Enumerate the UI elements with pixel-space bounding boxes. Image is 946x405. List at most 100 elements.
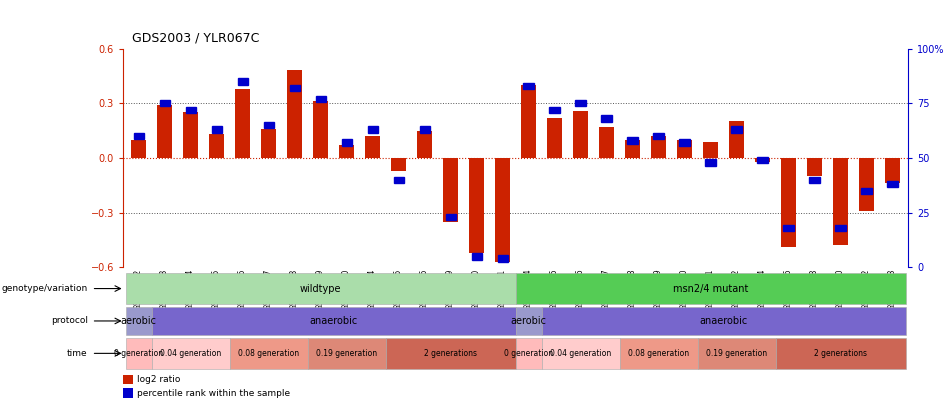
Bar [627, 137, 638, 144]
Bar [728, 122, 745, 158]
Bar [367, 126, 377, 133]
Bar [237, 78, 248, 85]
Bar [620, 338, 697, 369]
Bar [835, 225, 846, 231]
Bar [706, 159, 715, 166]
Text: 0.08 generation: 0.08 generation [628, 349, 689, 358]
Text: GDS2003 / YLR067C: GDS2003 / YLR067C [132, 32, 260, 45]
Bar [495, 158, 511, 262]
Text: 0.04 generation: 0.04 generation [160, 349, 221, 358]
Bar [289, 85, 300, 91]
Bar [151, 338, 230, 369]
Bar [624, 140, 640, 158]
Bar [230, 338, 307, 369]
Bar [185, 107, 196, 113]
Bar [160, 100, 169, 107]
Bar [123, 375, 132, 384]
Bar [313, 101, 328, 158]
Bar [261, 129, 276, 158]
Bar [386, 338, 516, 369]
Bar [157, 105, 172, 158]
Text: 0.08 generation: 0.08 generation [238, 349, 299, 358]
Bar [365, 136, 380, 158]
Bar [342, 139, 352, 146]
Bar [394, 177, 404, 183]
Bar [209, 134, 224, 158]
Bar [419, 126, 429, 133]
Bar [417, 130, 432, 158]
Bar [783, 225, 794, 231]
Text: 0 generation: 0 generation [504, 349, 553, 358]
Text: anaerobic: anaerobic [309, 316, 358, 326]
Text: msn2/4 mutant: msn2/4 mutant [673, 284, 748, 294]
Bar [547, 118, 562, 158]
Bar [575, 100, 586, 107]
Bar [307, 338, 386, 369]
Bar [862, 188, 871, 194]
Bar [679, 139, 690, 146]
Bar [885, 158, 901, 183]
Bar [572, 111, 588, 158]
Text: anaerobic: anaerobic [699, 316, 747, 326]
Bar [287, 70, 303, 158]
Bar [654, 133, 664, 139]
Bar [131, 140, 147, 158]
Bar [887, 181, 898, 188]
Bar [859, 158, 874, 211]
Text: protocol: protocol [51, 316, 88, 326]
Text: wildtype: wildtype [300, 284, 342, 294]
Text: 0.19 generation: 0.19 generation [706, 349, 767, 358]
Bar [523, 83, 534, 89]
Bar [516, 307, 541, 335]
Bar [599, 127, 614, 158]
Bar [469, 158, 484, 253]
Bar [602, 115, 612, 122]
Bar [776, 338, 905, 369]
Text: 0.19 generation: 0.19 generation [316, 349, 377, 358]
Text: genotype/variation: genotype/variation [1, 284, 88, 293]
Bar [676, 140, 692, 158]
Bar [264, 122, 273, 128]
Bar [520, 85, 536, 158]
Bar [832, 158, 849, 245]
Bar [133, 133, 144, 139]
Bar [126, 307, 151, 335]
Text: aerobic: aerobic [511, 316, 547, 326]
Text: time: time [67, 349, 88, 358]
Bar [498, 256, 508, 262]
Text: 0.04 generation: 0.04 generation [550, 349, 611, 358]
Bar [446, 214, 456, 220]
Bar [183, 112, 199, 158]
Text: 2 generations: 2 generations [815, 349, 867, 358]
Bar [126, 338, 151, 369]
Bar [807, 158, 822, 176]
Bar [316, 96, 325, 102]
Bar [731, 126, 742, 133]
Bar [780, 158, 797, 247]
Text: log2 ratio: log2 ratio [137, 375, 180, 384]
Bar [541, 307, 905, 335]
Text: 0 generation: 0 generation [114, 349, 163, 358]
Bar [516, 338, 541, 369]
Bar [123, 388, 132, 398]
Text: aerobic: aerobic [120, 316, 157, 326]
Bar [651, 136, 666, 158]
Bar [212, 126, 221, 133]
Bar [810, 177, 819, 183]
Bar [471, 253, 482, 260]
Bar [126, 273, 516, 304]
Bar [235, 89, 251, 158]
Bar [391, 158, 407, 171]
Bar [151, 307, 516, 335]
Bar [755, 158, 770, 162]
Text: 2 generations: 2 generations [424, 349, 477, 358]
Bar [443, 158, 459, 222]
Bar [703, 142, 718, 158]
Bar [541, 338, 620, 369]
Bar [550, 107, 560, 113]
Bar [339, 145, 355, 158]
Bar [516, 273, 905, 304]
Bar [697, 338, 776, 369]
Bar [758, 157, 767, 163]
Text: percentile rank within the sample: percentile rank within the sample [137, 389, 289, 398]
